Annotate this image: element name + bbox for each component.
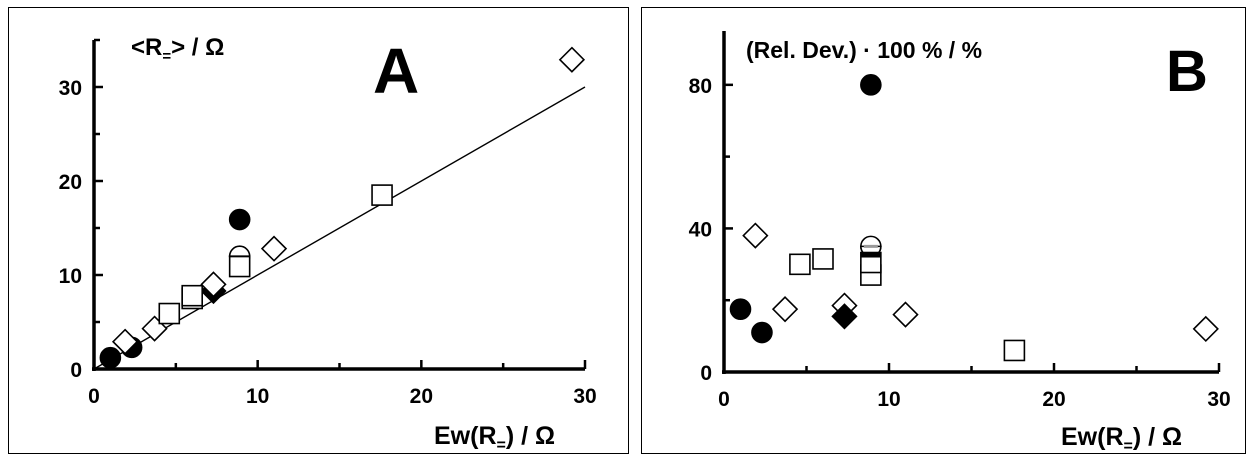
data-point-filled-circle	[99, 346, 122, 369]
y-tick-label: 80	[689, 75, 712, 98]
panel-letter: B	[1166, 39, 1208, 104]
data-point-filled-circle	[729, 298, 752, 320]
data-point-open-square	[181, 284, 203, 307]
chart-panel-b: 0 10 20 30 0 40 80 B (Rel. Dev.) · 100 % / % E…	[641, 7, 1246, 454]
data-point-open-diamond	[260, 235, 288, 262]
data-point-open-diamond	[200, 271, 227, 298]
y-axis-label-pre: (Rel. Dev.) · 100 % / %	[746, 37, 982, 63]
x-axis-label-post: ) / Ω	[1133, 423, 1182, 451]
data-point-filled-diamond	[831, 303, 858, 330]
data-point-open-square	[789, 253, 811, 276]
x-tick-label: 20	[1042, 388, 1065, 411]
x-axis-label-post: ) / Ω	[506, 422, 555, 450]
x-tick-label: 20	[410, 385, 433, 408]
data-point-open-square	[158, 302, 181, 325]
y-tick-label: 0	[700, 362, 712, 385]
data-point-open-diamond	[558, 46, 586, 73]
data-point-open-diamond	[742, 222, 769, 249]
data-point-filled-circle	[228, 208, 251, 231]
y-tick-label: 30	[59, 77, 82, 100]
fit-line	[93, 86, 586, 370]
panel-frame	[8, 7, 629, 454]
data-point-filled-circle	[751, 321, 773, 344]
x-axis-label-pre: Ew(R	[434, 422, 497, 450]
x-tick-label: 0	[718, 388, 730, 411]
data-point-open-square	[1003, 339, 1026, 362]
y-axis-label: <R=> / Ω	[131, 34, 224, 65]
markers	[99, 46, 586, 369]
panel-frame	[641, 7, 1246, 454]
data-point-open-diamond	[1192, 315, 1219, 343]
data-point-open-square	[228, 255, 251, 278]
y-axis-label-post: > / Ω	[171, 34, 224, 61]
data-point-open-diamond	[892, 301, 919, 328]
axes: 0 10 20 30 0 40 80	[689, 31, 1231, 411]
x-tick-label: 30	[573, 385, 596, 408]
y-tick-label: 40	[689, 218, 712, 241]
x-axis-label: Ew(R=) / Ω	[1061, 423, 1182, 454]
x-axis-label-sub: =	[497, 437, 506, 454]
x-tick-label: 10	[246, 385, 269, 408]
x-tick-label: 0	[88, 385, 100, 408]
fit-line-layer	[93, 86, 586, 370]
y-tick-label: 20	[59, 171, 82, 194]
x-tick-label: 30	[1207, 388, 1230, 411]
axes: 0 10 20 30 0 10 20 30	[59, 38, 597, 408]
y-tick-label: 0	[70, 359, 82, 382]
x-axis-label-sub: =	[1124, 438, 1133, 454]
x-tick-label: 10	[877, 388, 900, 411]
y-axis-label-sub: =	[162, 48, 171, 65]
y-tick-label: 10	[59, 265, 82, 288]
data-point-half-square	[860, 251, 882, 274]
data-point-open-square	[812, 248, 834, 270]
markers	[729, 74, 1219, 362]
x-axis-label: Ew(R=) / Ω	[434, 422, 555, 454]
data-point-open-square	[371, 184, 393, 206]
data-point-open-diamond	[771, 296, 799, 323]
panel-letter: A	[373, 35, 419, 107]
data-point-open-diamond	[111, 328, 139, 355]
data-point-filled-circle	[860, 74, 882, 96]
y-axis-label-pre: <R	[131, 34, 162, 61]
y-axis-label: (Rel. Dev.) · 100 % / %	[746, 37, 982, 63]
x-axis-label-pre: Ew(R	[1061, 423, 1124, 451]
